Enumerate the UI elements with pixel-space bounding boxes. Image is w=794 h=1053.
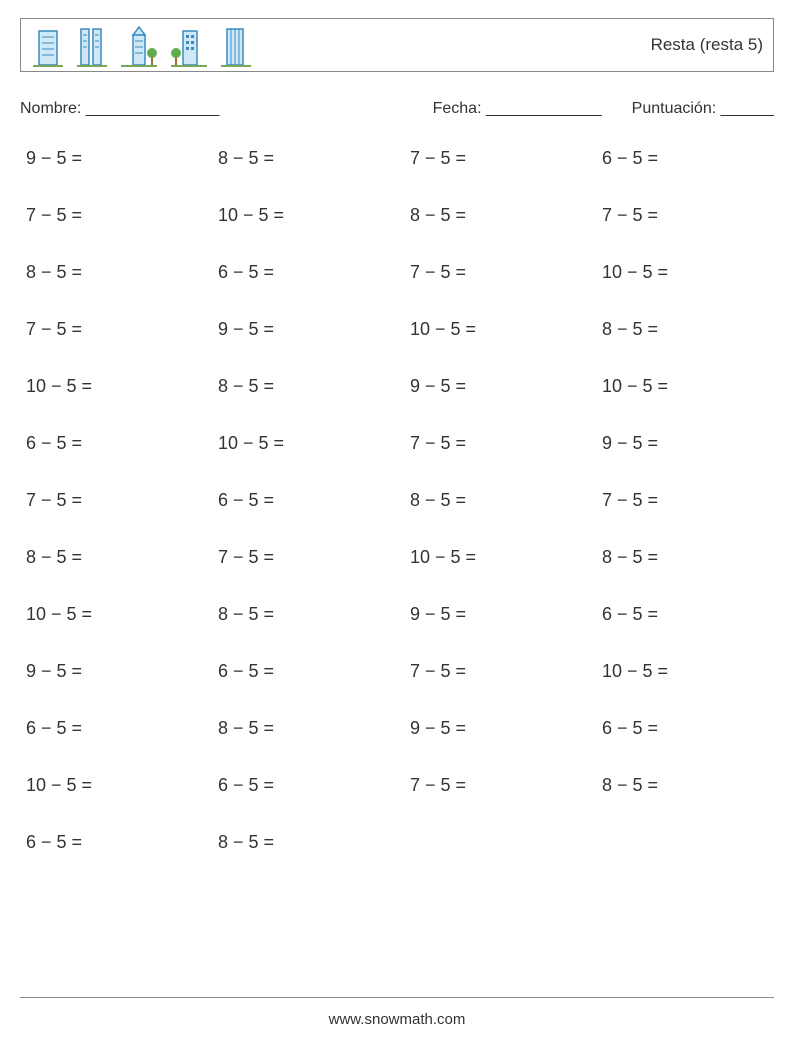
problem-cell: 9 − 5 = (410, 604, 582, 625)
info-right: Fecha: _____________ Puntuación: ______ (433, 100, 774, 118)
problem-cell: 8 − 5 = (602, 547, 774, 568)
problem-cell: 10 − 5 = (410, 547, 582, 568)
problem-cell: 8 − 5 = (218, 604, 390, 625)
building-icon (31, 25, 65, 67)
building-icon (219, 25, 253, 67)
problem-cell: 6 − 5 = (26, 433, 198, 454)
name-field: Nombre: _______________ (20, 100, 219, 118)
problem-cell: 9 − 5 = (410, 718, 582, 739)
problem-cell: 9 − 5 = (26, 661, 198, 682)
problem-cell: 8 − 5 = (410, 490, 582, 511)
problem-cell: 6 − 5 = (602, 604, 774, 625)
problem-cell: 7 − 5 = (26, 319, 198, 340)
date-field: Fecha: _____________ (433, 100, 602, 118)
problem-cell: 7 − 5 = (410, 661, 582, 682)
problem-cell: 9 − 5 = (602, 433, 774, 454)
problem-cell: 6 − 5 = (218, 490, 390, 511)
problem-cell: 8 − 5 = (218, 148, 390, 169)
problem-cell: 10 − 5 = (26, 376, 198, 397)
problem-cell: 8 − 5 = (602, 319, 774, 340)
building-icon (169, 25, 209, 67)
problem-cell: 7 − 5 = (410, 148, 582, 169)
problems-grid: 9 − 5 = 8 − 5 = 7 − 5 = 6 − 5 = 7 − 5 = 10 − … (20, 148, 774, 853)
problem-cell: 7 − 5 = (26, 205, 198, 226)
problem-cell: 10 − 5 = (602, 661, 774, 682)
problem-cell: 8 − 5 = (218, 376, 390, 397)
worksheet-page: Resta (resta 5) Nombre: _______________ … (0, 0, 794, 853)
info-row: Nombre: _______________ Fecha: _________… (20, 100, 774, 118)
problem-cell: 8 − 5 = (218, 718, 390, 739)
problem-cell: 7 − 5 = (410, 262, 582, 283)
header-icons (31, 19, 253, 71)
building-icon (75, 25, 109, 67)
problem-cell: 6 − 5 = (218, 262, 390, 283)
problem-cell: 8 − 5 = (602, 775, 774, 796)
problem-cell (410, 832, 582, 853)
footer-divider (20, 997, 774, 998)
problem-cell: 7 − 5 = (602, 205, 774, 226)
footer-text: www.snowmath.com (0, 1011, 794, 1028)
problem-cell: 7 − 5 = (218, 547, 390, 568)
problem-cell: 10 − 5 = (26, 775, 198, 796)
problem-cell: 8 − 5 = (218, 832, 390, 853)
problem-cell: 6 − 5 = (218, 661, 390, 682)
problem-cell: 7 − 5 = (602, 490, 774, 511)
problem-cell (602, 832, 774, 853)
problem-cell: 8 − 5 = (26, 262, 198, 283)
problem-cell: 7 − 5 = (410, 433, 582, 454)
problem-cell: 9 − 5 = (26, 148, 198, 169)
problem-cell: 8 − 5 = (410, 205, 582, 226)
score-field: Puntuación: ______ (632, 100, 774, 118)
problem-cell: 10 − 5 = (26, 604, 198, 625)
building-icon (119, 25, 159, 67)
problem-cell: 6 − 5 = (602, 718, 774, 739)
problem-cell: 7 − 5 = (410, 775, 582, 796)
problem-cell: 9 − 5 = (410, 376, 582, 397)
problem-cell: 10 − 5 = (602, 262, 774, 283)
problem-cell: 6 − 5 = (602, 148, 774, 169)
header-box: Resta (resta 5) (20, 18, 774, 72)
problem-cell: 6 − 5 = (26, 718, 198, 739)
problem-cell: 10 − 5 = (410, 319, 582, 340)
problem-cell: 6 − 5 = (218, 775, 390, 796)
problem-cell: 6 − 5 = (26, 832, 198, 853)
problem-cell: 9 − 5 = (218, 319, 390, 340)
problem-cell: 7 − 5 = (26, 490, 198, 511)
problem-cell: 10 − 5 = (602, 376, 774, 397)
problem-cell: 10 − 5 = (218, 433, 390, 454)
problem-cell: 10 − 5 = (218, 205, 390, 226)
worksheet-title: Resta (resta 5) (651, 35, 763, 55)
problem-cell: 8 − 5 = (26, 547, 198, 568)
